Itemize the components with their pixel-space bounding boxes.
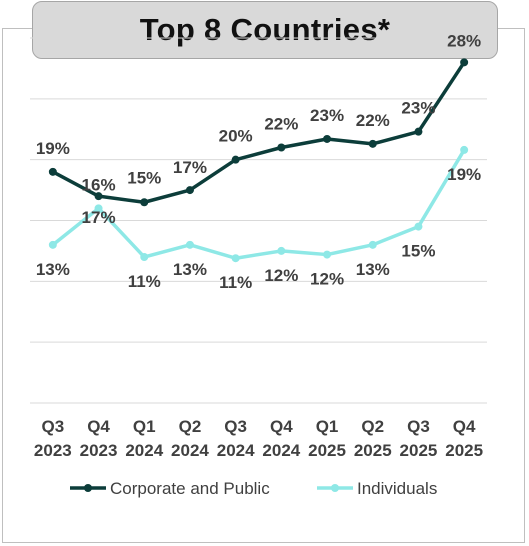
data-point-corporate [140,198,149,207]
data-point-individuals [277,246,286,255]
x-tick-label: Q4 [453,417,476,436]
data-label-individuals: 12% [264,266,298,285]
x-tick-label: 2024 [125,441,163,460]
data-label-corporate: 23% [310,106,344,125]
data-label-corporate: 22% [356,111,390,130]
data-label-individuals: 11% [219,273,252,292]
x-tick-label: Q2 [361,417,384,436]
data-point-individuals [185,240,194,249]
x-tick-label: 2025 [445,441,483,460]
legend-marker-individuals [331,484,339,492]
data-point-individuals [460,145,469,154]
x-tick-label: 2025 [308,441,346,460]
x-tick-label: Q3 [407,417,430,436]
data-label-individuals: 12% [310,270,344,289]
data-label-individuals: 15% [401,242,435,261]
data-point-corporate [460,58,469,67]
data-point-corporate [368,139,377,148]
data-point-individuals [231,254,240,263]
data-point-corporate [185,186,194,195]
x-tick-label: Q2 [179,417,202,436]
data-point-corporate [414,127,423,136]
data-point-individuals [140,253,149,261]
series-line-corporate [52,61,466,204]
series-line-individuals [51,149,466,260]
x-tick-label: Q4 [270,417,293,436]
data-label-individuals: 13% [36,260,70,279]
data-label-corporate: 22% [264,115,298,134]
data-label-individuals: 13% [173,260,207,279]
data-point-individuals [94,204,103,213]
legend-label-corporate: Corporate and Public [110,479,270,498]
data-point-corporate [94,192,103,201]
x-tick-label: 2023 [34,441,72,460]
x-tick-label: 2023 [80,441,118,460]
data-point-corporate [231,155,240,164]
x-tick-label: Q3 [224,417,247,436]
data-label-individuals: 13% [356,260,390,279]
x-tick-label: 2025 [354,441,392,460]
x-tick-label: 2025 [400,441,438,460]
data-label-individuals: 11% [128,272,161,291]
data-label-individuals: 16% [82,175,116,194]
data-point-corporate [48,167,57,176]
data-label-corporate: 20% [219,127,253,146]
data-label-corporate: 28% [447,31,481,50]
data-point-corporate [323,134,332,143]
chart-title-box: Top 8 Countries* [32,1,498,59]
data-point-corporate [277,143,286,152]
data-point-individuals [323,250,332,259]
legend-label-individuals: Individuals [357,479,437,498]
data-label-corporate: 17% [82,208,116,227]
legend-marker-corporate [84,484,92,492]
x-tick-label: Q4 [87,417,110,436]
data-label-corporate: 17% [173,158,207,177]
chart-frame [2,28,525,543]
x-tick-label: 2024 [217,441,255,460]
x-tick-label: 2024 [171,441,209,460]
data-point-individuals [414,222,423,231]
data-point-individuals [48,240,57,249]
data-label-individuals: 19% [447,165,481,184]
x-tick-label: Q1 [316,417,339,436]
x-tick-label: Q1 [133,417,156,436]
chart-title: Top 8 Countries* [139,12,391,47]
x-tick-label: 2024 [262,441,300,460]
data-label-corporate: 15% [127,168,161,187]
data-point-individuals [368,240,377,249]
data-label-corporate: 19% [36,139,70,158]
x-tick-label: Q3 [42,417,65,436]
data-label-corporate: 23% [401,99,435,118]
